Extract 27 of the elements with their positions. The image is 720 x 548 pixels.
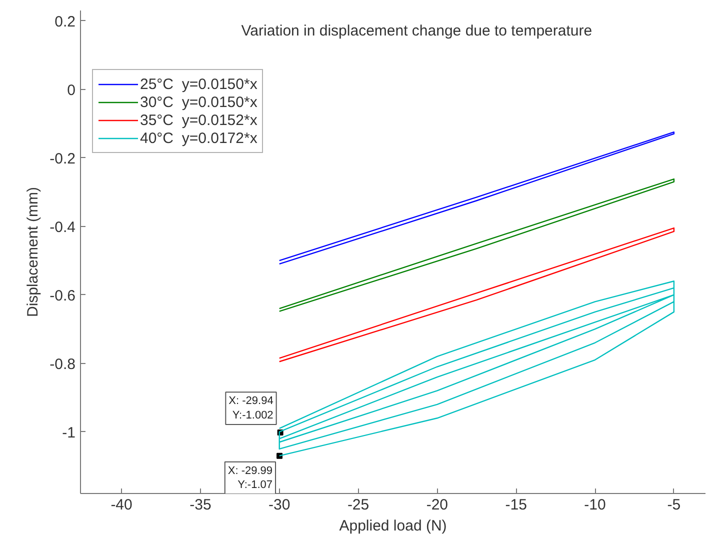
y-axis-title: Displacement (mm) (24, 186, 42, 318)
legend-label: 30°C y=0.0150*x (140, 93, 258, 111)
line-series (278, 227, 675, 362)
x-tick-label: -25 (347, 496, 370, 514)
x-tick-label: -15 (505, 496, 527, 514)
x-tick-label: -5 (667, 496, 681, 514)
y-tick-label: 0 (67, 82, 76, 99)
x-tick-label: -40 (110, 496, 132, 514)
y-tick-label: -0.2 (50, 150, 76, 168)
line-series (278, 132, 675, 265)
y-tick-label: -1 (62, 424, 76, 442)
x-tick-label: -20 (426, 496, 448, 514)
legend-label: 35°C y=0.0152*x (140, 111, 258, 129)
y-tick-label: -0.8 (50, 356, 76, 373)
annotation: X: -29.99 Y:-1.07 (228, 464, 273, 492)
line-series (278, 178, 675, 312)
y-tick-label: -0.4 (50, 218, 76, 236)
x-tick-label: -10 (584, 496, 606, 514)
x-axis-title: Applied load (N) (339, 518, 447, 534)
y-tick-label: -0.6 (50, 287, 76, 304)
legend-label: 40°C y=0.0172*x (140, 129, 258, 147)
text: Variation in displacement change due to temperature (241, 22, 592, 40)
x-tick-label: -35 (190, 496, 212, 514)
x-tick-label: -30 (268, 496, 290, 514)
y-tick-label: 0.2 (54, 13, 76, 30)
legend-label: 25°C y=0.0150*x (140, 75, 258, 93)
annotation: X: -29.94 Y:-1.002 (228, 395, 274, 422)
